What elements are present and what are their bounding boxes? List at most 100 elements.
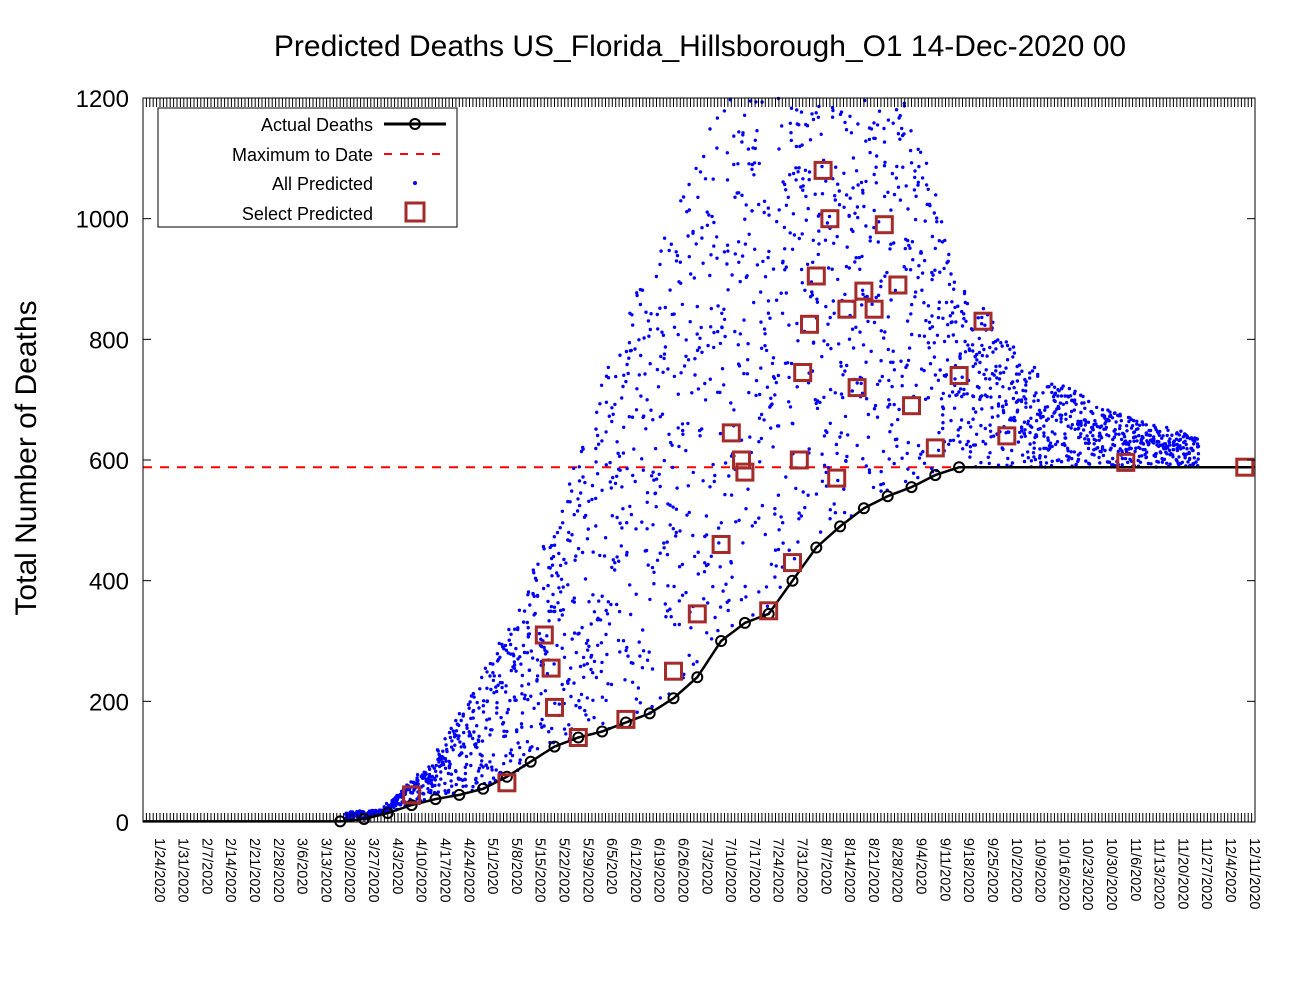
all-predicted-point	[790, 247, 795, 251]
all-predicted-point	[395, 793, 399, 798]
all-predicted-point	[696, 550, 700, 554]
all-predicted-point	[800, 143, 804, 147]
all-predicted-point	[922, 368, 926, 373]
all-predicted-point	[773, 393, 777, 397]
all-predicted-point	[652, 570, 656, 574]
all-predicted-point	[943, 238, 947, 243]
all-predicted-point	[488, 733, 492, 737]
all-predicted-point	[412, 780, 416, 785]
all-predicted-point	[778, 585, 782, 589]
all-predicted-point	[459, 718, 463, 723]
all-predicted-point	[817, 229, 821, 233]
all-predicted-point	[796, 170, 800, 174]
all-predicted-point	[1194, 460, 1198, 464]
all-predicted-point	[547, 619, 551, 623]
all-predicted-point	[680, 562, 685, 567]
all-predicted-point	[1183, 433, 1188, 437]
all-predicted-point	[844, 459, 848, 463]
all-predicted-point	[687, 510, 691, 515]
all-predicted-point	[828, 387, 833, 392]
all-predicted-point	[581, 475, 585, 479]
all-predicted-point	[825, 430, 829, 435]
all-predicted-point	[906, 207, 910, 211]
all-predicted-point	[469, 752, 473, 756]
all-predicted-point	[824, 179, 828, 183]
all-predicted-point	[781, 541, 785, 545]
all-predicted-point	[908, 148, 913, 153]
all-predicted-point	[715, 256, 719, 260]
all-predicted-point	[932, 211, 936, 215]
all-predicted-point	[757, 161, 761, 166]
all-predicted-point	[653, 446, 658, 451]
all-predicted-point	[624, 349, 629, 354]
all-predicted-point	[896, 132, 901, 136]
all-predicted-point	[634, 592, 638, 596]
all-predicted-point	[1026, 450, 1030, 454]
all-predicted-point	[879, 329, 883, 333]
all-predicted-point	[864, 179, 868, 184]
all-predicted-point	[679, 371, 683, 375]
all-predicted-point	[627, 415, 631, 419]
all-predicted-point	[1004, 340, 1008, 344]
all-predicted-point	[1175, 431, 1179, 435]
all-predicted-point	[757, 516, 761, 520]
all-predicted-point	[781, 180, 785, 184]
all-predicted-point	[624, 379, 628, 384]
all-predicted-point	[908, 268, 913, 272]
all-predicted-point	[763, 332, 767, 336]
all-predicted-point	[682, 672, 686, 676]
all-predicted-point	[811, 117, 816, 122]
all-predicted-point	[1156, 440, 1161, 444]
all-predicted-point	[594, 675, 599, 680]
all-predicted-point	[1054, 442, 1058, 447]
all-predicted-point	[1114, 432, 1118, 436]
all-predicted-point	[640, 457, 644, 461]
all-predicted-point	[662, 356, 666, 361]
all-predicted-point	[1074, 402, 1078, 406]
all-predicted-point	[613, 402, 617, 407]
all-predicted-point	[517, 761, 522, 765]
all-predicted-point	[1068, 394, 1073, 398]
all-predicted-point	[486, 766, 490, 770]
all-predicted-point	[868, 235, 872, 239]
x-tick-label: 10/30/2020	[1103, 838, 1119, 911]
all-predicted-point	[1112, 435, 1117, 439]
all-predicted-point	[833, 194, 837, 198]
all-predicted-point	[480, 739, 485, 743]
all-predicted-point	[786, 195, 790, 199]
all-predicted-point	[762, 199, 767, 203]
all-predicted-point	[541, 544, 546, 549]
all-predicted-point	[954, 320, 958, 324]
all-predicted-point	[752, 173, 756, 177]
select-predicted-point	[793, 363, 813, 382]
all-predicted-point	[594, 446, 598, 451]
all-predicted-point	[865, 294, 869, 299]
all-predicted-point	[847, 266, 851, 270]
all-predicted-point	[743, 242, 748, 246]
all-predicted-point	[599, 669, 603, 674]
all-predicted-point	[763, 344, 767, 348]
all-predicted-point	[1093, 419, 1097, 423]
all-predicted-point	[1092, 453, 1096, 457]
all-predicted-point	[836, 277, 840, 282]
all-predicted-point	[562, 655, 567, 659]
all-predicted-point	[797, 236, 801, 241]
all-predicted-point	[1132, 430, 1137, 434]
all-predicted-point	[953, 377, 957, 381]
all-predicted-point	[1016, 398, 1021, 402]
all-predicted-point	[1138, 460, 1143, 464]
all-predicted-point	[882, 336, 886, 340]
all-predicted-point	[804, 218, 808, 222]
all-predicted-point	[1101, 453, 1106, 458]
all-predicted-point	[952, 406, 957, 410]
all-predicted-point	[504, 754, 508, 758]
all-predicted-point	[564, 732, 568, 736]
all-predicted-point	[1111, 456, 1115, 461]
all-predicted-point	[1107, 434, 1111, 438]
all-predicted-point	[1028, 376, 1032, 380]
all-predicted-point	[409, 780, 413, 784]
all-predicted-point	[675, 486, 679, 490]
all-predicted-point	[426, 779, 430, 784]
all-predicted-point	[954, 339, 959, 344]
